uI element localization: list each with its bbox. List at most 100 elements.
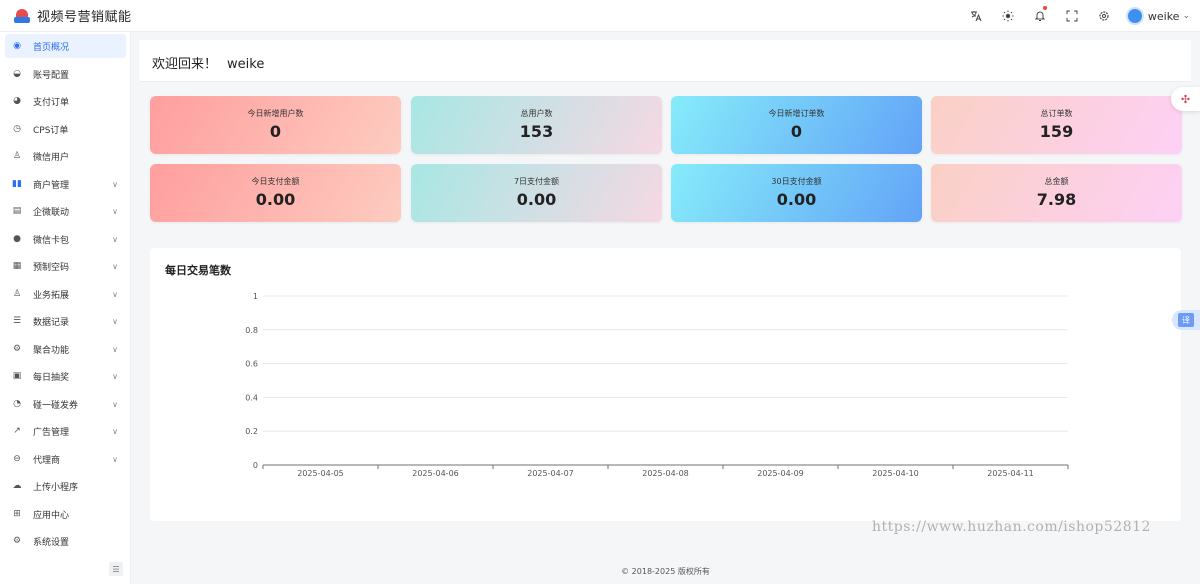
sidebar-item-app-center[interactable]: ⊞ 应用中心 — [5, 502, 126, 526]
sidebar-item-tap-coupon[interactable]: ◔ 碰一碰发券 ∨ — [5, 392, 126, 416]
sidebar-item-cps-orders[interactable]: ◷ CPS订单 — [5, 117, 126, 141]
chart-title: 每日交易笔数 — [165, 264, 231, 277]
stat-card-today-new-orders: 今日新增订单数 0 — [671, 96, 922, 154]
data-point — [664, 464, 667, 467]
chevron-down-icon: ∨ — [112, 234, 118, 244]
stat-card-7day-payment: 7日支付金额 0.00 — [411, 164, 662, 222]
sidebar-item-label: 预制空码 — [33, 262, 70, 273]
sidebar-item-label: 代理商 — [33, 455, 61, 466]
stat-value: 0 — [790, 122, 803, 141]
stat-label: 总订单数 — [1040, 109, 1073, 118]
sidebar-item-daily-lottery[interactable]: ▣ 每日抽奖 ∨ — [5, 364, 126, 388]
sidebar-item-wechat-card[interactable]: ● 微信卡包 ∨ — [5, 227, 126, 251]
y-tick-label: 0.4 — [245, 393, 258, 402]
stat-label: 总金额 — [1044, 177, 1069, 186]
sidebar-item-data-records[interactable]: ☰ 数据记录 ∨ — [5, 309, 126, 333]
bar-chart-icon: ▮▮ — [12, 179, 22, 189]
welcome-text: 欢迎回来！ weike — [152, 53, 264, 72]
sidebar-item-label: CPS订单 — [33, 125, 69, 136]
y-tick-label: 0.6 — [245, 360, 258, 369]
chevron-down-icon: ∨ — [112, 454, 118, 464]
settings-icon[interactable] — [1088, 0, 1120, 32]
data-point — [894, 464, 897, 467]
header-toolbar: weike ⌄ — [960, 0, 1190, 32]
user-menu[interactable]: weike ⌄ — [1125, 7, 1190, 25]
fullscreen-icon[interactable] — [1056, 0, 1088, 32]
sidebar-item-merchant[interactable]: ▮▮ 商户管理 ∨ — [5, 172, 126, 196]
collapse-icon: ☰ — [112, 564, 120, 574]
grid-icon: ⊞ — [13, 509, 21, 519]
x-tick-label: 2025-04-05 — [297, 469, 344, 478]
sidebar-item-label: 数据记录 — [33, 317, 70, 328]
chevron-down-icon: ∨ — [112, 399, 118, 409]
x-tick-label: 2025-04-08 — [642, 469, 689, 478]
sidebar-item-label: 碰一碰发券 — [33, 400, 79, 411]
stat-label: 30日支付金额 — [771, 177, 822, 186]
data-point — [319, 464, 322, 467]
floating-assistant-button[interactable]: ✣ — [1171, 87, 1200, 111]
logo-mark-icon — [14, 8, 30, 24]
stat-label: 今日新增用户数 — [247, 109, 304, 118]
sidebar-item-label: 商户管理 — [33, 180, 70, 191]
top-header: 视频号营销赋能 weike ⌄ — [0, 0, 1200, 32]
sidebar-item-label: 系统设置 — [33, 537, 70, 548]
sidebar: ◉ 首页概况 ◒ 账号配置 ◕ 支付订单 ◷ CPS订单 ♙ 微信用户 ▮▮ 商… — [0, 32, 131, 584]
bell-icon[interactable] — [1024, 0, 1056, 32]
welcome-card: 欢迎回来！ weike — [139, 40, 1191, 82]
account-icon: ◒ — [13, 69, 21, 79]
sidebar-item-label: 微信卡包 — [33, 235, 70, 246]
translate-icon[interactable] — [960, 0, 992, 32]
chevron-down-icon: ∨ — [112, 426, 118, 436]
sidebar-item-agent[interactable]: ⊖ 代理商 ∨ — [5, 447, 126, 471]
app-logo[interactable]: 视频号营销赋能 — [0, 6, 132, 25]
sidebar-item-label: 上传小程序 — [33, 482, 79, 493]
upload-cloud-icon: ☁ — [12, 481, 22, 491]
stat-value: 153 — [519, 122, 554, 141]
daily-transactions-chart: 0 0.2 0.4 0.6 0.8 1 2025-04-05 2025-04-06 2025-0… — [245, 292, 1069, 478]
chevron-down-icon: ⌄ — [1182, 11, 1190, 21]
archive-icon: ▤ — [12, 206, 22, 216]
sidebar-item-preset-code[interactable]: ▦ 预制空码 ∨ — [5, 254, 126, 278]
clock-icon: ◷ — [13, 124, 21, 134]
x-tick-label: 2025-04-11 — [987, 469, 1034, 478]
sidebar-item-wecom[interactable]: ▤ 企微联动 ∨ — [5, 199, 126, 223]
sidebar-item-upload-miniapp[interactable]: ☁ 上传小程序 — [5, 474, 126, 498]
stat-card-today-new-users: 今日新增用户数 0 — [150, 96, 401, 154]
translate-tab[interactable]: 译 — [1172, 310, 1200, 330]
ad-icon: ↗ — [13, 426, 21, 436]
data-point — [434, 464, 437, 467]
y-tick-label: 0.2 — [245, 427, 258, 436]
x-tick-label: 2025-04-09 — [757, 469, 804, 478]
y-tick-label: 1 — [253, 292, 258, 301]
stat-card-30day-payment: 30日支付金额 0.00 — [671, 164, 922, 222]
payment-order-icon: ◕ — [13, 96, 21, 106]
sidebar-item-settings[interactable]: ⚙ 系统设置 — [5, 529, 126, 553]
sidebar-item-payment-orders[interactable]: ◕ 支付订单 — [5, 89, 126, 113]
stat-card-total-users: 总用户数 153 — [411, 96, 662, 154]
stat-value: 159 — [1039, 122, 1074, 141]
data-point — [1009, 464, 1012, 467]
daily-transactions-chart-card: 每日交易笔数 0 0.2 0.4 0.6 0.8 1 2025-04-05 2025-04-0… — [150, 248, 1181, 521]
stat-value: 0.00 — [516, 190, 557, 209]
chevron-down-icon: ∨ — [112, 344, 118, 354]
translate-label: 译 — [1178, 313, 1194, 327]
sidebar-item-aggregate[interactable]: ⚙ 聚合功能 ∨ — [5, 337, 126, 361]
sidebar-item-wechat-users[interactable]: ♙ 微信用户 — [5, 144, 126, 168]
avatar — [1125, 7, 1144, 25]
dashboard-icon: ◉ — [13, 41, 21, 51]
stat-value: 0 — [269, 122, 282, 141]
settings-icon: ⚙ — [12, 536, 22, 546]
sidebar-item-ads[interactable]: ↗ 广告管理 ∨ — [5, 419, 126, 443]
stat-card-today-payment: 今日支付金额 0.00 — [150, 164, 401, 222]
sidebar-item-account-config[interactable]: ◒ 账号配置 — [5, 62, 126, 86]
welcome-greeting: 欢迎回来！ — [152, 57, 218, 72]
chevron-down-icon: ∨ — [112, 261, 118, 271]
sidebar-item-dashboard[interactable]: ◉ 首页概况 — [5, 34, 126, 58]
theme-icon[interactable] — [992, 0, 1024, 32]
watermark: https://www.huzhan.com/ishop52812 — [872, 519, 1151, 535]
sidebar-collapse-button[interactable]: ☰ — [109, 562, 123, 576]
sidebar-item-business[interactable]: ♙ 业务拓展 ∨ — [5, 282, 126, 306]
chevron-down-icon: ∨ — [112, 371, 118, 381]
sidebar-item-label: 聚合功能 — [33, 345, 70, 356]
stat-value: 0.00 — [255, 190, 296, 209]
